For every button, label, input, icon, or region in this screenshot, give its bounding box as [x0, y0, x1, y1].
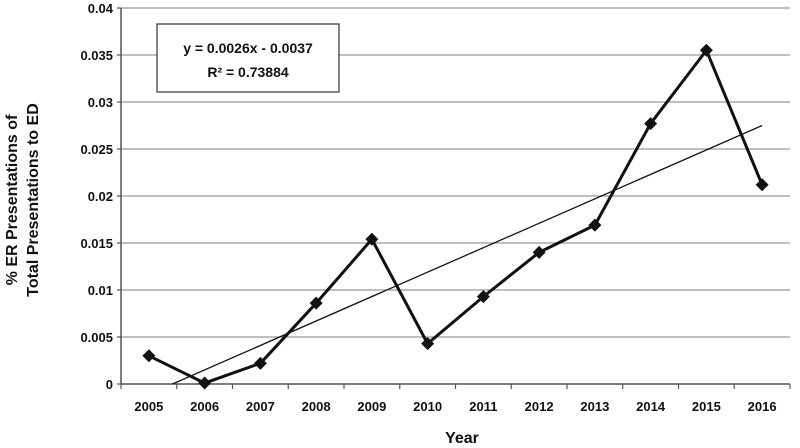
y-tick-label: 0.01: [88, 283, 113, 298]
series-line: [148, 47, 764, 385]
data-point-marker: [476, 290, 490, 304]
y-axis-title-line-1: % ER Presentations of: [4, 114, 21, 285]
data-point-marker: [644, 117, 658, 131]
x-tick-label: 2009: [357, 399, 386, 414]
y-tick-label: 0.035: [80, 48, 113, 63]
x-tick-label: 2013: [580, 399, 609, 414]
y-tick-labels: 0 0.005 0.01 0.015 0.02 0.025 0.03 0.035 0.04: [80, 1, 113, 392]
y-tick-label: 0: [106, 377, 113, 392]
series-layer: [142, 43, 769, 390]
data-point-marker: [365, 232, 379, 246]
y-tick-label: 0.03: [88, 95, 113, 110]
data-point-marker: [755, 178, 769, 192]
y-tick-label: 0.025: [80, 142, 113, 157]
x-axis-title: Year: [445, 430, 479, 447]
linear-trendline: [172, 124, 763, 385]
data-point-marker: [588, 218, 602, 232]
x-tick-label: 2015: [692, 399, 721, 414]
x-tick-label: 2005: [134, 399, 163, 414]
y-axis-title-line-2: Total Presentations to ED: [25, 103, 42, 297]
trendline-layer: [172, 124, 763, 385]
x-tick-label: 2016: [748, 399, 777, 414]
x-tick-labels: 2005 2006 2007 2008 2009 2010 2011 2012 2013 2014…: [134, 399, 776, 414]
x-tick-label: 2012: [525, 399, 554, 414]
x-tick-label: 2010: [413, 399, 442, 414]
x-tick-label: 2011: [469, 399, 497, 414]
data-point-marker: [421, 337, 435, 351]
data-point-marker: [532, 245, 546, 259]
y-tick-label: 0.02: [88, 189, 113, 204]
y-tick-label: 0.04: [88, 1, 114, 16]
data-point-marker: [198, 376, 212, 390]
trendline-equation: y = 0.0026x - 0.0037: [183, 40, 313, 56]
x-tick-label: 2008: [302, 399, 331, 414]
y-tick-label: 0.005: [80, 330, 113, 345]
axes: [117, 7, 791, 389]
data-point-marker: [253, 356, 267, 370]
data-point-marker: [142, 349, 156, 363]
r-squared-label: R² = 0.73884: [207, 64, 289, 80]
x-tick-label: 2007: [246, 399, 275, 414]
x-tick-label: 2006: [190, 399, 219, 414]
equation-box: y = 0.0026x - 0.0037 R² = 0.73884: [156, 23, 340, 93]
data-point-marker: [699, 43, 713, 57]
y-tick-label: 0.015: [80, 236, 113, 251]
data-point-marker: [309, 296, 323, 310]
x-tick-label: 2014: [636, 399, 666, 414]
